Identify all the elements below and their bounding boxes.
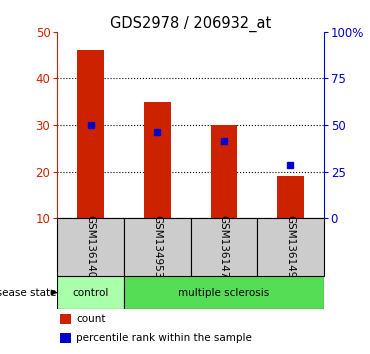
Bar: [144, 102, 171, 218]
Text: count: count: [76, 314, 105, 324]
Bar: [257, 218, 324, 276]
Text: control: control: [73, 287, 109, 298]
Bar: [60, 314, 71, 324]
Text: GSM136147: GSM136147: [219, 215, 229, 279]
Text: GSM136140: GSM136140: [85, 216, 96, 279]
Text: disease state: disease state: [0, 287, 56, 298]
Text: multiple sclerosis: multiple sclerosis: [178, 287, 269, 298]
Bar: [57, 218, 124, 276]
Bar: [57, 276, 124, 309]
Bar: [124, 218, 191, 276]
Text: GSM134953: GSM134953: [152, 215, 162, 279]
Bar: [191, 218, 257, 276]
Bar: [77, 51, 104, 218]
Bar: [60, 333, 71, 343]
Bar: [277, 176, 304, 218]
Text: percentile rank within the sample: percentile rank within the sample: [76, 333, 252, 343]
Title: GDS2978 / 206932_at: GDS2978 / 206932_at: [110, 16, 271, 32]
Text: GSM136149: GSM136149: [285, 215, 296, 279]
Bar: [211, 125, 237, 218]
Bar: [124, 276, 324, 309]
